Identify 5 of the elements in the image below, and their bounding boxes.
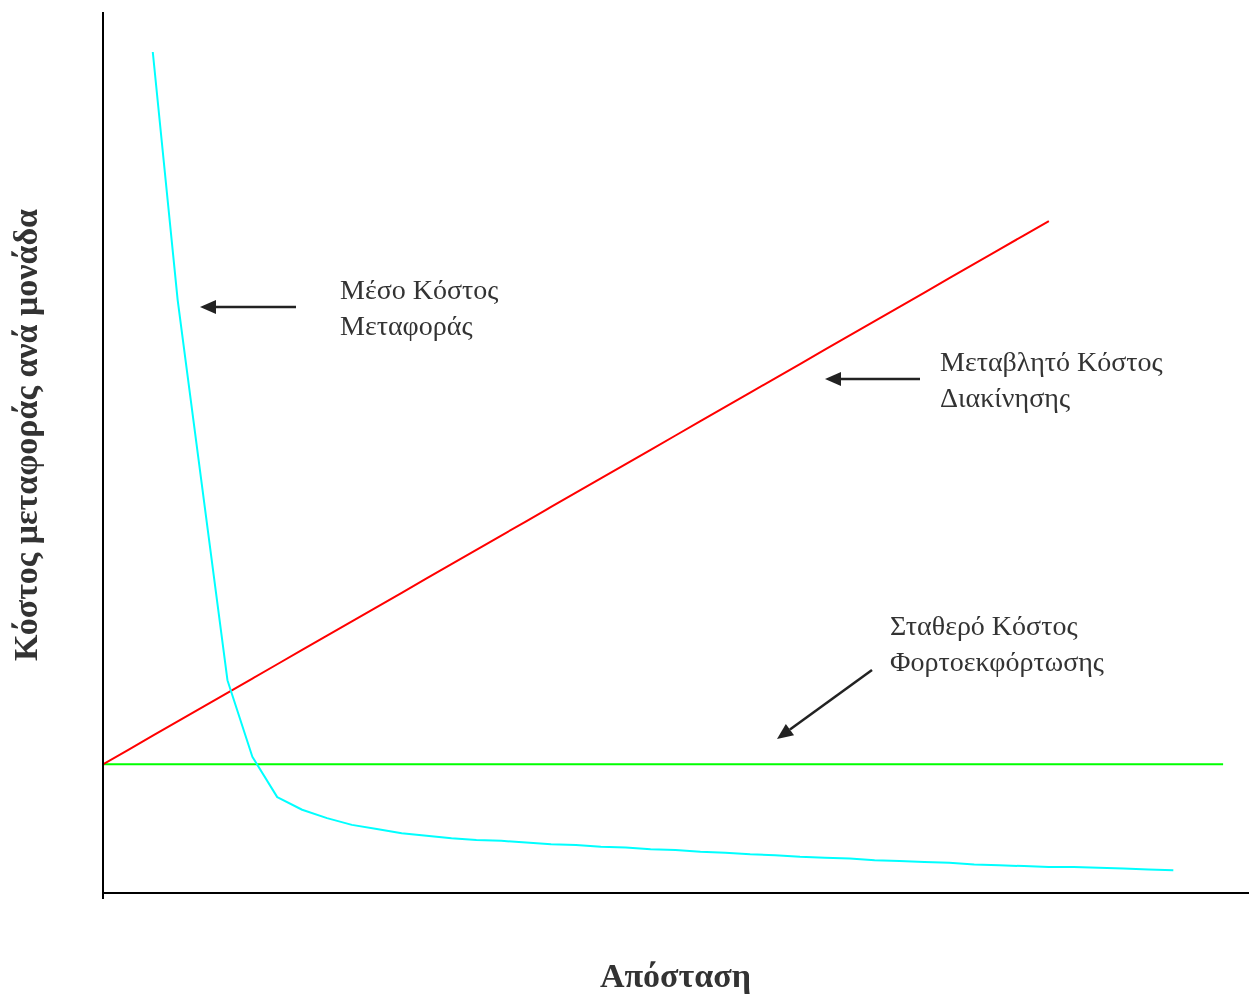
y-axis-title: Κόστος μεταφοράς ανά μονάδα (7, 208, 45, 662)
annotation: Μεταβλητό Κόστος Διακίνησης (940, 345, 1163, 415)
annotation: Σταθερό Κόστος Φορτοεκφόρτωσης (890, 609, 1104, 679)
x-axis-title: Απόσταση (599, 957, 752, 995)
annotation: Μέσο Κόστος Μεταφοράς (340, 273, 499, 343)
